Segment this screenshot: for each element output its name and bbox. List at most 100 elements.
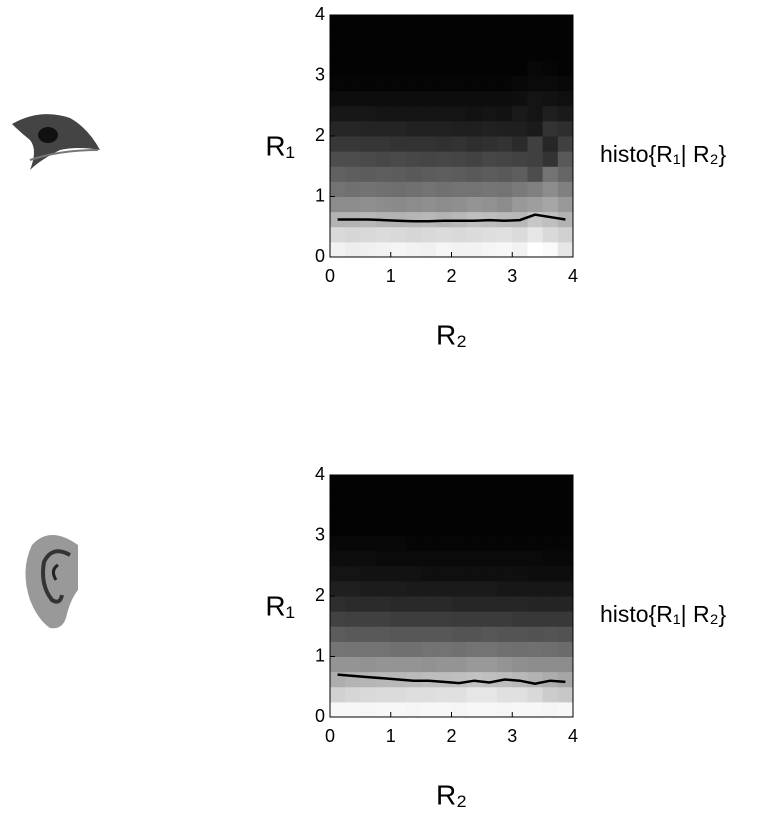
heat-cell <box>481 565 498 582</box>
heat-cell <box>527 701 544 718</box>
heat-cell <box>421 120 437 137</box>
heat-cell <box>481 641 498 657</box>
heat-cell <box>527 490 544 506</box>
heat-cell <box>345 475 361 491</box>
heat-cell <box>557 196 574 213</box>
heat-cell <box>345 30 361 46</box>
heat-cell <box>345 580 361 597</box>
heat-cell <box>512 151 528 167</box>
heat-cell <box>497 580 513 597</box>
heat-cell <box>481 520 498 536</box>
heat-cell <box>330 75 346 92</box>
heat-cell <box>451 671 468 688</box>
heat-cell <box>527 105 544 122</box>
heat-cell <box>481 626 498 642</box>
heat-cell <box>405 596 422 612</box>
heat-cell <box>512 596 528 612</box>
heat-cell <box>481 535 498 552</box>
heat-cell <box>451 596 468 612</box>
heat-cell <box>330 151 346 167</box>
heat-cell <box>375 641 392 657</box>
heat-cell <box>421 60 437 76</box>
heat-cell <box>345 656 361 673</box>
heat-cell <box>557 535 574 552</box>
heat-cell <box>405 475 422 491</box>
heat-cell <box>527 45 544 61</box>
heat-cell <box>330 580 346 597</box>
heat-cell <box>497 490 513 506</box>
heat-cell <box>466 505 483 521</box>
heat-cell <box>557 490 574 506</box>
heat-cell <box>405 15 422 31</box>
heat-cell <box>345 241 361 258</box>
heat-cell <box>527 226 544 243</box>
heat-cell <box>421 105 437 122</box>
heat-cell <box>497 565 513 582</box>
heat-cell <box>557 475 574 491</box>
heat-cell <box>451 490 468 506</box>
heat-cell <box>375 105 392 122</box>
heat-cell <box>497 641 513 657</box>
x-tick-label: 0 <box>325 726 335 746</box>
heat-cell <box>390 475 407 491</box>
heat-cell <box>527 120 544 137</box>
heat-cell <box>436 30 452 46</box>
heat-cell <box>360 580 377 597</box>
heat-cell <box>436 45 452 61</box>
heat-cell <box>512 475 528 491</box>
heat-cell <box>497 211 513 228</box>
heat-cell <box>405 196 422 213</box>
heat-cell <box>405 490 422 506</box>
heat-cell <box>527 166 544 182</box>
heat-cell <box>375 490 392 506</box>
heat-cell <box>375 136 392 152</box>
heat-cell <box>481 105 498 122</box>
heat-cell <box>527 626 544 642</box>
heat-cell <box>360 136 377 152</box>
heat-cell <box>542 520 559 536</box>
heat-cell <box>542 30 559 46</box>
heat-cell <box>557 211 574 228</box>
heat-cell <box>375 241 392 258</box>
heat-cell <box>481 136 498 152</box>
heat-cell <box>466 166 483 182</box>
heat-cell <box>330 30 346 46</box>
heat-cell <box>436 580 452 597</box>
heat-cell <box>405 671 422 688</box>
heat-cell <box>360 490 377 506</box>
x-axis-label: R₂ <box>436 779 467 810</box>
heat-cell <box>421 151 437 167</box>
heat-cell <box>330 15 346 31</box>
heat-cell <box>481 90 498 107</box>
heat-cell <box>542 565 559 582</box>
heat-cell <box>390 45 407 61</box>
heat-cell <box>345 181 361 197</box>
heat-cell <box>405 211 422 228</box>
heat-cell <box>330 45 346 61</box>
heat-cell <box>375 45 392 61</box>
heat-cell <box>330 120 346 137</box>
heat-cell <box>375 535 392 552</box>
heat-cell <box>421 535 437 552</box>
heat-cell <box>557 120 574 137</box>
heat-cell <box>390 181 407 197</box>
y-tick-label: 4 <box>315 464 325 484</box>
heat-cell <box>345 701 361 718</box>
heat-cell <box>390 166 407 182</box>
heat-cell <box>542 475 559 491</box>
heat-cell <box>360 60 377 76</box>
heat-cell <box>330 596 346 612</box>
heat-cell <box>557 550 574 567</box>
heat-cell <box>330 611 346 627</box>
heat-cell <box>405 166 422 182</box>
heat-cell <box>405 656 422 673</box>
heat-cell <box>405 45 422 61</box>
heat-cell <box>557 151 574 167</box>
heat-cell <box>390 30 407 46</box>
heat-cell <box>481 611 498 627</box>
y-axis-label: R₁ <box>265 130 295 161</box>
heat-cell <box>466 671 483 688</box>
heat-cell <box>497 611 513 627</box>
heat-cell <box>360 75 377 92</box>
heat-cell <box>330 505 346 521</box>
